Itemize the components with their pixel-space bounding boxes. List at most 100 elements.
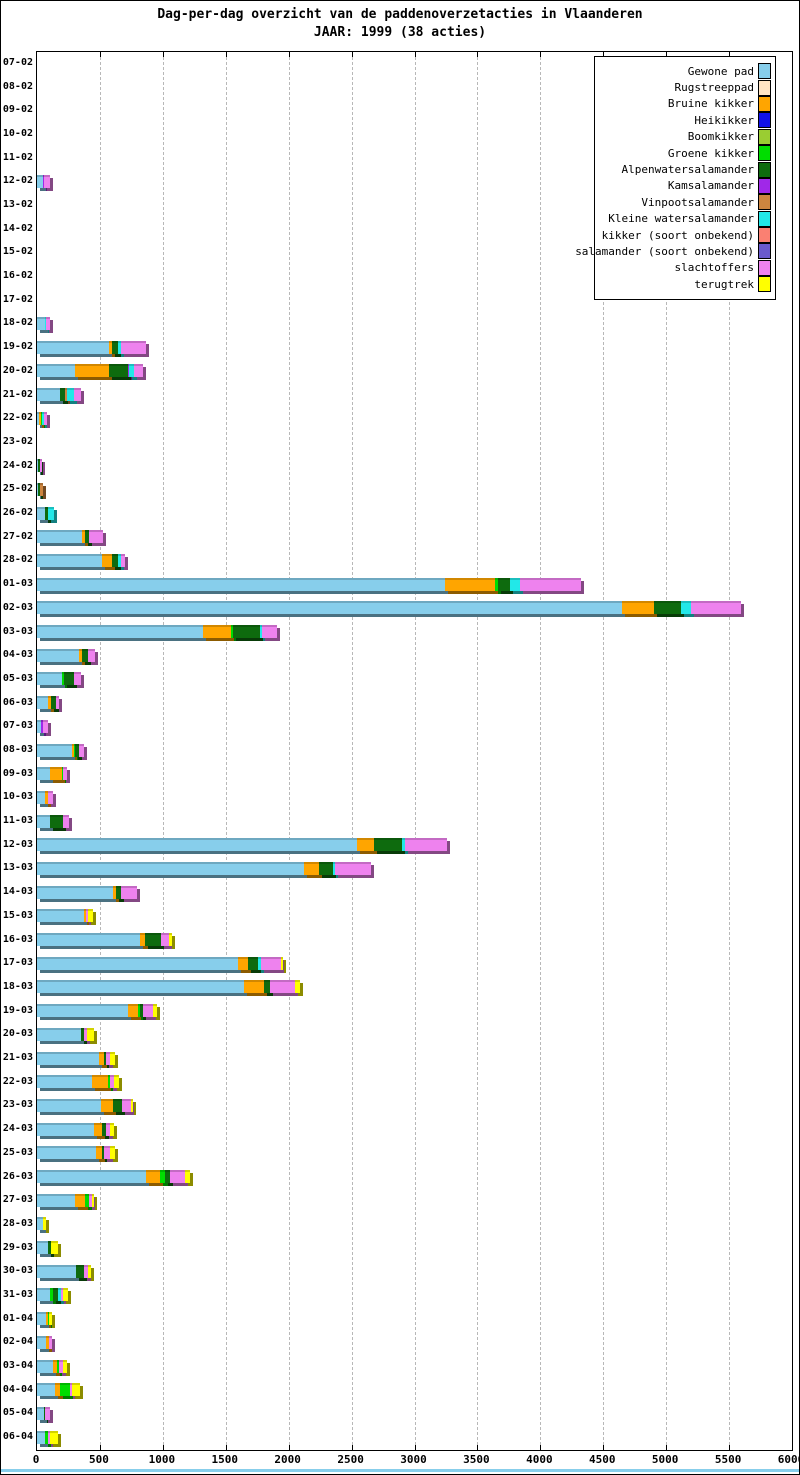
bar-segment [260, 956, 282, 970]
bar-segment [53, 1359, 57, 1373]
bar-segment [373, 838, 402, 852]
bar-segment [74, 388, 82, 402]
axis-tick [540, 52, 542, 57]
bar-segment [38, 482, 40, 496]
y-tick-label: 01-03 [2, 578, 33, 590]
bar-segment [37, 933, 141, 947]
bar-segment [37, 1170, 146, 1183]
gridline [540, 52, 542, 1450]
bar-segment [37, 1312, 46, 1326]
bar-segment [37, 672, 63, 686]
bar-segment [109, 1146, 115, 1160]
legend-item: slachtoffers [595, 259, 775, 276]
bar-segment [42, 1217, 47, 1231]
stacked-bar-11-03 [37, 814, 70, 828]
legend-label: Kamsalamander [667, 179, 754, 193]
stacked-bar-10-03 [37, 790, 53, 804]
bar-segment [128, 1004, 139, 1018]
bar-segment [101, 1146, 105, 1160]
stacked-bar-01-04 [37, 1312, 53, 1326]
stacked-bar-13-03 [37, 861, 372, 875]
y-tick-label: 11-03 [2, 815, 33, 827]
bar-segment [84, 1264, 88, 1278]
bar-segment [63, 1288, 68, 1302]
bar-segment [37, 1027, 82, 1041]
bar-segment [113, 1098, 122, 1112]
bar-segment [138, 1004, 141, 1018]
stacked-bar-07-03 [37, 719, 48, 733]
legend-item: Bruine kikker [595, 95, 775, 112]
legend-label: terugtrek [694, 277, 754, 291]
x-tick-label: 4000 [526, 1453, 553, 1466]
legend-item: Kamsalamander [595, 177, 775, 194]
legend-swatch [758, 112, 771, 129]
bar-segment [50, 767, 62, 781]
bar-segment [112, 553, 118, 567]
bar-segment [73, 672, 82, 686]
y-tick-label: 17-02 [2, 293, 33, 305]
bar-segment [121, 340, 147, 354]
bar-segment [37, 1264, 76, 1278]
bar-segment [53, 1288, 58, 1302]
stacked-bar-28-03 [37, 1217, 47, 1231]
bar-segment [690, 601, 742, 615]
y-tick-label: 13-02 [2, 199, 33, 211]
x-tick-label: 1000 [148, 1453, 176, 1466]
stacked-bar-06-03 [37, 696, 59, 710]
x-tick-label: 5000 [651, 1453, 679, 1466]
y-tick-label: 17-03 [2, 957, 33, 969]
legend-swatch [758, 259, 771, 276]
y-tick-label: 25-02 [2, 483, 33, 495]
y-tick-label: 08-03 [2, 744, 33, 755]
gridline [603, 52, 605, 1450]
stacked-bar-12-03 [37, 838, 447, 852]
bar-segment [444, 577, 496, 591]
y-tick-label: 14-03 [2, 886, 33, 898]
bar-segment [680, 601, 691, 615]
bar-segment [50, 814, 64, 828]
bar-segment [103, 1051, 106, 1065]
bar-segment [63, 1359, 68, 1373]
bar-segment [45, 1335, 49, 1349]
legend-swatch [758, 128, 771, 145]
bar-segment [88, 530, 104, 544]
bar-segment [47, 1241, 52, 1255]
bar-segment [37, 1146, 97, 1160]
bar-segment [55, 1383, 60, 1397]
stacked-bar-01-03 [37, 577, 582, 591]
stacked-bar-22-03 [37, 1075, 119, 1089]
bar-segment [319, 861, 333, 875]
legend-swatch [758, 95, 771, 112]
bar-segment [116, 885, 122, 899]
bar-segment [37, 482, 38, 496]
stacked-bar-27-02 [37, 530, 104, 544]
bar-segment [519, 577, 582, 591]
bar-segment [37, 696, 48, 710]
bar-segment [37, 743, 72, 757]
bar-segment [50, 696, 56, 710]
bar-segment [127, 364, 129, 378]
bar-segment [304, 861, 320, 875]
legend-swatch [758, 161, 771, 178]
bar-segment [37, 364, 75, 378]
bar-segment [37, 790, 45, 804]
bar-segment [69, 1383, 72, 1397]
stacked-bar-16-03 [37, 933, 173, 947]
legend-item: Boomkikker [595, 128, 775, 145]
axis-tick [414, 52, 416, 57]
bar-segment [63, 672, 74, 686]
x-tick-label: 0 [32, 1453, 40, 1466]
bar-segment [45, 316, 51, 330]
bar-segment [62, 672, 64, 686]
stacked-bar-08-03 [37, 743, 84, 757]
stacked-bar-05-04 [37, 1406, 51, 1420]
bar-segment [117, 553, 121, 567]
bar-segment [37, 1193, 75, 1207]
bar-segment [37, 411, 39, 425]
y-tick-label: 14-02 [2, 222, 33, 234]
y-tick-label: 29-03 [2, 1241, 33, 1253]
y-tick-label: 20-02 [2, 364, 33, 376]
legend-label: Boomkikker [687, 130, 754, 144]
stacked-bar-02-04 [37, 1335, 53, 1349]
bar-segment [47, 1312, 49, 1326]
